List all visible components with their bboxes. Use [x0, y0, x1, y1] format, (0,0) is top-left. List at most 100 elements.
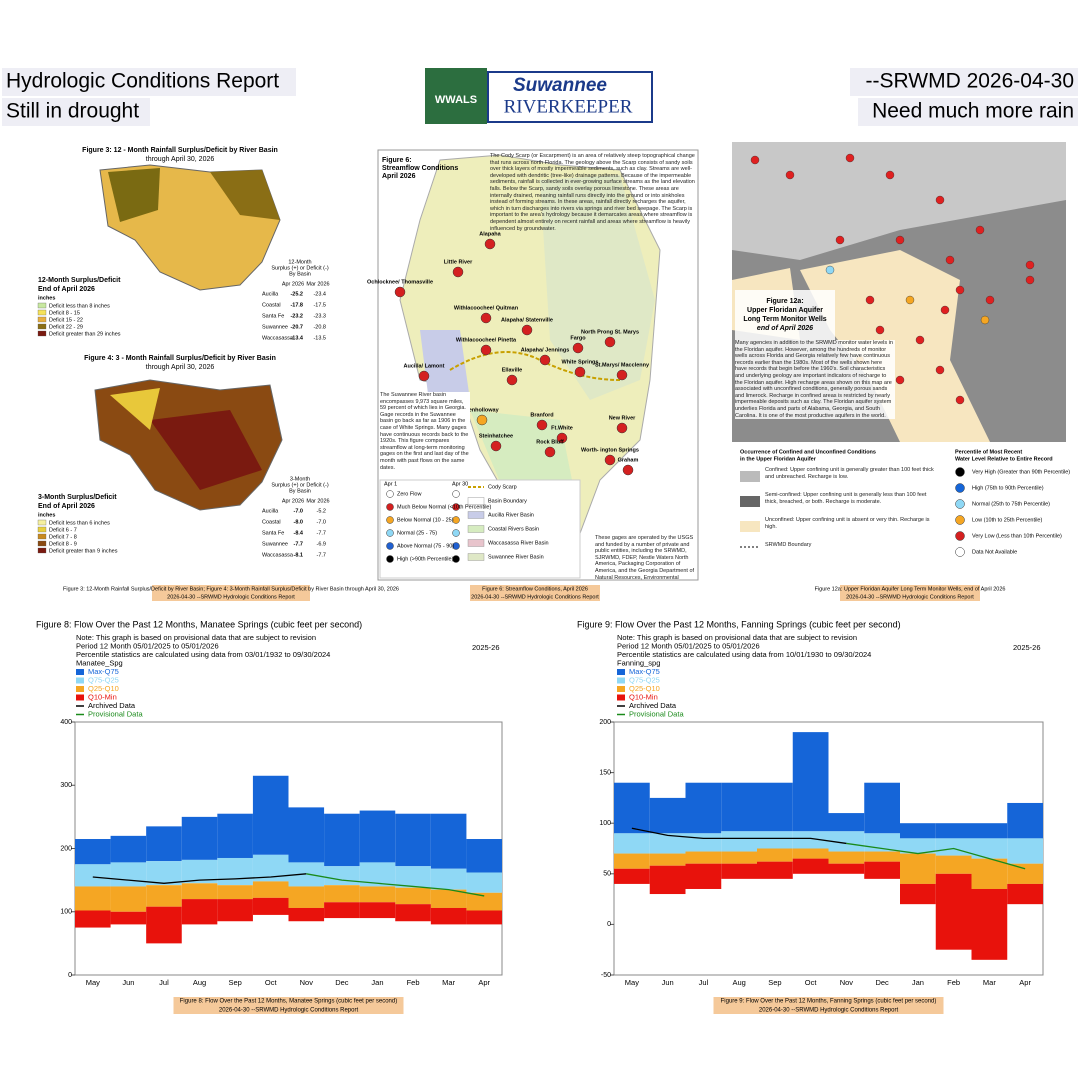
table-cell: -8.0: [294, 519, 303, 525]
x-tick-label: May: [625, 978, 639, 987]
station-marker: [604, 336, 616, 348]
x-tick-label: Feb: [947, 978, 960, 987]
well-marker: [785, 170, 795, 180]
y-tick-label: 100: [60, 909, 72, 916]
caption: Figure 9: Flow Over the Past 12 Months, …: [721, 999, 937, 1005]
fig-title: end of April 2026: [757, 325, 813, 332]
caption: Figure 8: Flow Over the Past 12 Months, …: [180, 999, 397, 1005]
band-segment: [935, 823, 972, 839]
fig-note: These gages are operated by the USGS and…: [595, 535, 695, 580]
table-cell: -7.7: [317, 530, 326, 536]
band-segment: [324, 813, 360, 867]
table-cell: -13.4: [290, 335, 303, 341]
band-segment: [721, 851, 757, 864]
band-segment: [466, 910, 502, 925]
legend-text-box: Semi-confined: Upper confining unit is g…: [765, 492, 926, 505]
well-marker: [750, 155, 760, 165]
station-label: White Springs: [562, 359, 599, 365]
station-marker: [544, 446, 556, 458]
fig-title: Figure 12a:: [766, 298, 803, 305]
x-tick-label: Mar: [442, 978, 455, 987]
fig-title: Upper Floridan Aquifer: [747, 307, 823, 314]
band-segment: [792, 848, 829, 859]
legend-label: Deficit 8 - 15: [49, 310, 80, 316]
station-marker: [418, 370, 430, 382]
band-segment: [900, 823, 936, 839]
table-cell: Coastal: [262, 519, 281, 525]
station-label: Alapaha: [479, 231, 501, 237]
band-segment: [900, 883, 936, 905]
well-marker: [955, 395, 965, 405]
legend-swatch: [740, 521, 760, 532]
band-segment: [685, 863, 722, 889]
legend-swatch: [37, 540, 47, 547]
station-label: Steinhatchee: [479, 433, 513, 439]
table-cell: -8.4: [294, 530, 304, 536]
band-segment: [757, 848, 793, 862]
unconfined: [800, 250, 990, 442]
band-segment: [466, 872, 502, 893]
band-segment: [217, 857, 253, 886]
legend-label: Cody Scarp: [488, 484, 517, 490]
legend-head: Apr 30: [452, 481, 468, 487]
y-tick-label: 0: [607, 921, 611, 928]
legend-label: High (75th to 90th Percentile): [972, 485, 1044, 491]
table-cell: Coastal: [262, 302, 281, 308]
station-marker: [616, 422, 628, 434]
legend-label: Unconfined: Upper confining unit is abse…: [765, 517, 930, 530]
chart-note: Period 12 Month 05/01/2025 to 05/01/2026: [76, 641, 219, 650]
table-cell: -8.1: [294, 552, 303, 558]
legend-label: Above Normal (75 - 90): [397, 543, 454, 549]
x-tick-label: Jan: [371, 978, 383, 987]
table-cell: -25.2: [290, 291, 303, 297]
band-segment: [721, 782, 757, 832]
legend-marker: [386, 503, 394, 511]
station-label: Withlacoochee/ Pinetta: [456, 337, 517, 343]
legend-label: Much Below Normal (<10th Percentile): [397, 504, 491, 510]
well-marker: [985, 295, 995, 305]
x-tick-label: Oct: [805, 978, 818, 987]
x-tick-label: Jan: [912, 978, 924, 987]
band-segment: [757, 861, 793, 879]
table-cell: -17.8: [290, 302, 303, 308]
legend-label: Deficit greater than 9 inches: [49, 548, 118, 554]
band-segment: [181, 859, 218, 884]
station-label: Ellaville: [502, 367, 523, 373]
band-segment: [649, 833, 686, 854]
well-marker: [915, 335, 925, 345]
band-segment: [757, 831, 793, 849]
legend-swatch: [617, 677, 625, 684]
band-segment: [864, 851, 900, 862]
chart-note: Fanning_spg: [617, 658, 660, 667]
header-note: Need much more rain: [872, 100, 1074, 123]
band-segment: [721, 831, 757, 852]
legend-marker: [386, 490, 394, 498]
flow-line: [846, 842, 1026, 870]
chart-note: Period 12 Month 05/01/2025 to 05/01/2026: [617, 641, 760, 650]
station-label: St.Marys/ Macclenny: [595, 362, 650, 368]
logo: WWALS Suwannee RIVERKEEPER: [425, 68, 653, 124]
band-segment: [430, 889, 467, 908]
band-segment: [614, 868, 650, 884]
x-tick-label: Dec: [875, 978, 889, 987]
station-marker: [394, 286, 406, 298]
caption: 2026-04-30 --SRWMD Hydrologic Conditions…: [471, 594, 599, 600]
band-segment: [792, 858, 829, 874]
legend-swatch: [37, 316, 47, 323]
legend-head: Water Level Relative to Entire Record: [955, 456, 1053, 462]
band-segment: [395, 904, 431, 922]
station-marker: [480, 344, 492, 356]
station-marker: [476, 414, 488, 426]
band-segment: [359, 810, 396, 863]
table-head: Mar 2026: [306, 281, 329, 287]
station-label: Branford: [530, 412, 553, 418]
legend-label: Max-Q75: [88, 667, 119, 676]
station-label: Withlacoochee/ Quitman: [454, 305, 519, 311]
x-tick-label: Sep: [228, 978, 241, 987]
band-segment: [828, 851, 865, 864]
band-segment: [430, 907, 467, 925]
band-segment: [110, 886, 147, 912]
x-tick-label: Apr: [1019, 978, 1031, 987]
station-marker: [539, 354, 551, 366]
table-cell: -23.4: [313, 291, 326, 297]
